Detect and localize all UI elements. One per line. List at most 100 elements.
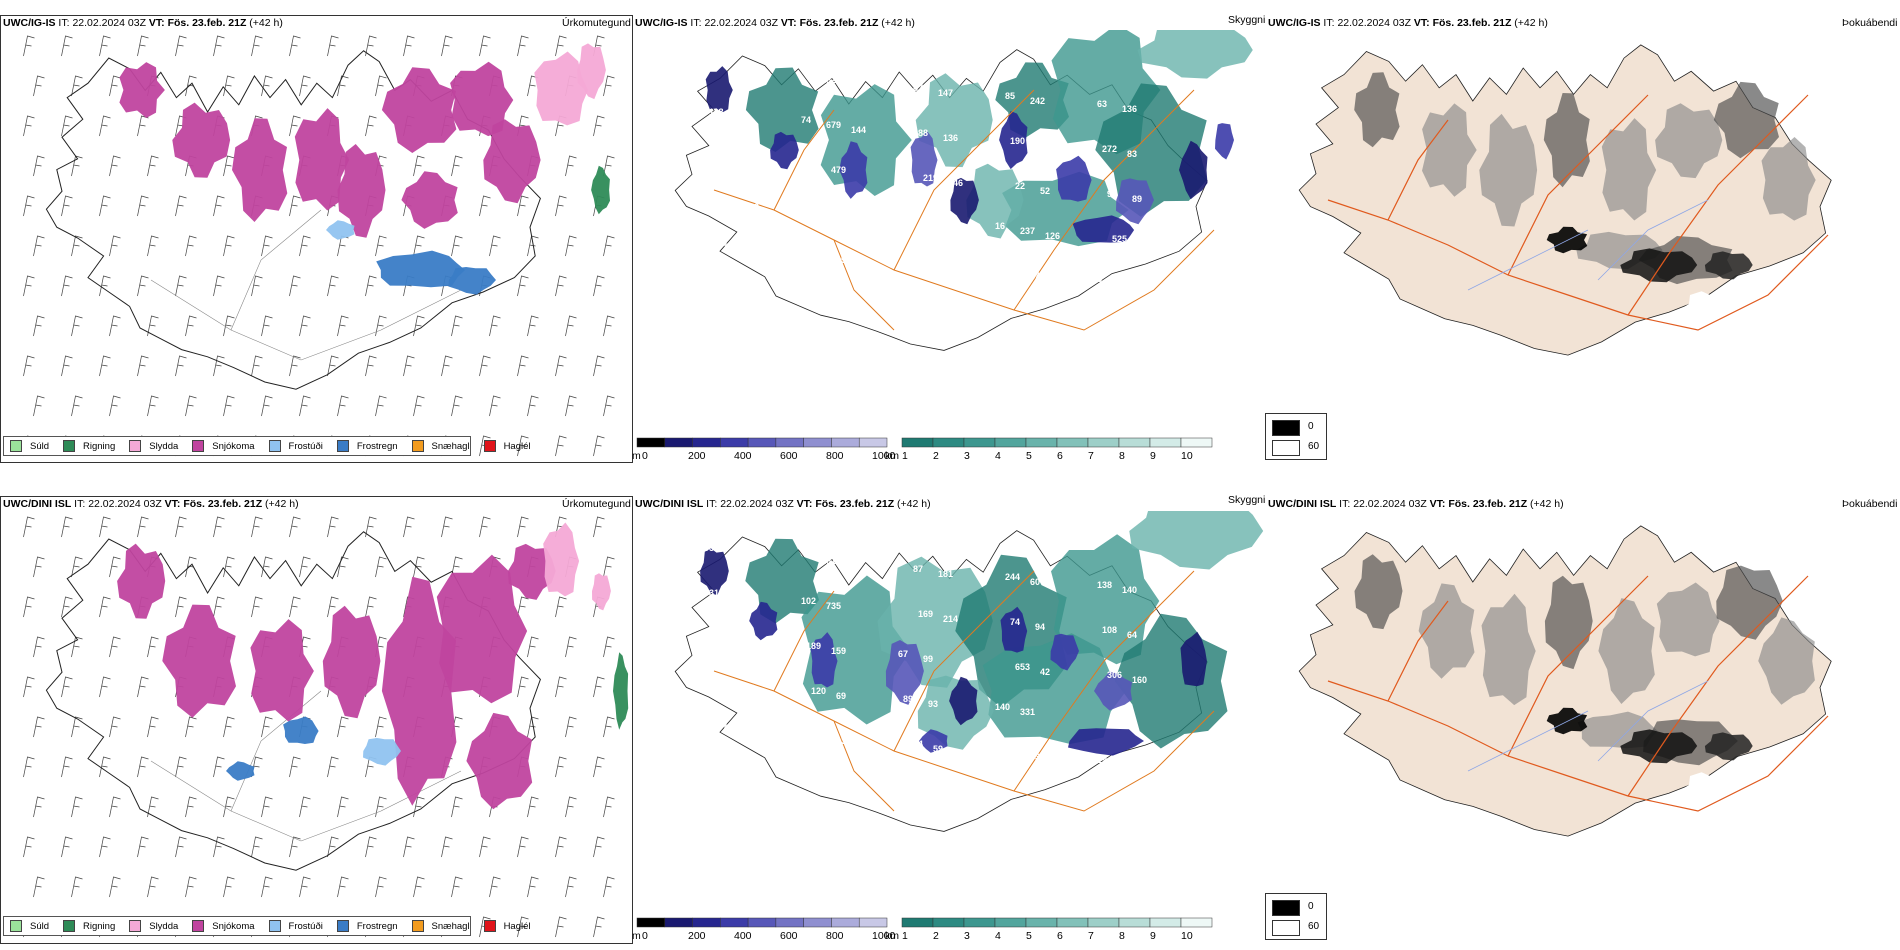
legend-label: Snjókoma — [212, 440, 255, 452]
wind-barb — [137, 355, 149, 377]
cloud-base-area — [1116, 178, 1154, 225]
wind-barb — [565, 796, 577, 818]
road-network — [713, 570, 1215, 812]
wind-barb — [565, 235, 577, 257]
visibility-colorbar-2: m 0 200 400 600 800 1000 km 1 2 3 4 5 6 7 8 9 10 — [632, 917, 1272, 943]
cloud-base-value: 156 — [749, 728, 764, 738]
wind-barb — [593, 676, 605, 698]
wind-barb — [299, 796, 311, 818]
wind-barb — [365, 35, 377, 57]
wind-barb — [327, 275, 339, 297]
cloud-base-area — [919, 729, 948, 753]
wind-barb — [223, 876, 235, 898]
wind-barb — [185, 716, 197, 738]
wind-barb — [479, 195, 491, 217]
wind-barb — [251, 355, 263, 377]
wind-barb — [289, 596, 301, 618]
wind-barb — [603, 75, 615, 97]
legend-swatch — [129, 920, 142, 932]
wind-barb — [517, 355, 529, 377]
wind-barb — [327, 596, 339, 618]
cloud-base-value: 272 — [1102, 144, 1117, 154]
visibility-unit: km — [885, 930, 899, 942]
legend-label: Súld — [30, 440, 50, 452]
wind-barb — [223, 155, 235, 177]
visibility-swatch — [1149, 437, 1182, 448]
cloud-base-tick: 0 — [642, 450, 648, 462]
cloud-base-value: 169 — [918, 609, 933, 619]
cloud-base-area — [950, 177, 979, 225]
cloud-base-value: 104 — [739, 638, 754, 648]
wind-barb — [555, 35, 567, 57]
wind-barb — [99, 836, 111, 858]
cloud-base-value: 117 — [1025, 271, 1040, 281]
model-name: UWC/DINI ISL — [635, 498, 704, 510]
cloud-base-swatch — [858, 917, 888, 928]
legend-swatch — [192, 440, 205, 452]
wind-barb — [251, 35, 263, 57]
wind-barb — [23, 596, 35, 618]
visibility-swatch — [1087, 437, 1120, 448]
cloud-base-value: 43 — [1000, 747, 1010, 757]
cloud-base-swatch — [664, 437, 693, 448]
wind-barb — [603, 155, 615, 177]
model-name: UWC/IG-IS — [635, 17, 688, 29]
cloud-base-tick: 0 — [642, 930, 648, 942]
fog-area — [1716, 565, 1783, 640]
row2-header-visibility: UWC/DINI ISL IT: 22.02.2024 03Z VT: Fös.… — [635, 498, 931, 510]
wind-barb — [451, 796, 463, 818]
wind-barb — [299, 315, 311, 337]
cloud-base-area — [1072, 215, 1135, 243]
wind-barb — [137, 756, 149, 778]
legend-item: Frostregn — [336, 920, 398, 932]
wind-barb — [23, 836, 35, 858]
cloud-base-area — [1000, 606, 1028, 653]
visibility-swatch — [1025, 437, 1058, 448]
cloud-base-tick: 400 — [734, 930, 752, 942]
it-label: IT: — [58, 17, 70, 29]
vt-label: VT: — [1429, 498, 1446, 510]
wind-barb — [61, 355, 73, 377]
legend-swatch — [10, 440, 22, 452]
wind-barb — [71, 796, 83, 818]
colorbar-strip — [636, 437, 1213, 448]
wind-barb — [365, 115, 377, 137]
cloud-base-value: 60 — [1030, 577, 1040, 587]
legend-label: Haglél — [503, 440, 531, 452]
precip-area — [436, 554, 528, 704]
wind-barb — [337, 716, 349, 738]
river — [1467, 680, 1709, 772]
legend-label: Snæhagl — [431, 440, 470, 452]
row2-header-precip: UWC/DINI ISL IT: 22.02.2024 03Z VT: Fös.… — [3, 498, 299, 510]
wind-barb — [517, 916, 529, 938]
cloud-base-value: 74 — [1010, 617, 1020, 627]
cloud-base-value: 101 — [821, 556, 836, 566]
cloud-base-value: 679 — [826, 120, 841, 130]
wind-barb — [261, 395, 273, 417]
cloud-base-swatch — [775, 437, 804, 448]
wind-barb — [251, 275, 263, 297]
vt-label: VT: — [796, 498, 813, 510]
it-value: 22.02.2024 03Z — [704, 17, 778, 29]
wind-barb — [403, 516, 415, 538]
cloud-base-area — [1180, 631, 1207, 687]
fog-area — [1620, 248, 1698, 283]
legend-label: Slydda — [149, 440, 179, 452]
wind-barb — [99, 756, 111, 778]
wind-barb — [23, 35, 35, 57]
visibility-area — [1129, 511, 1264, 570]
wind-barb — [251, 836, 263, 858]
wind-barb — [565, 636, 577, 658]
panel-title-fog: Þokuábendi — [1842, 17, 1898, 29]
visibility-swatch — [901, 917, 934, 928]
river — [1467, 199, 1709, 291]
fog-indicator-map-2 — [1298, 525, 1832, 837]
wind-barb — [251, 516, 263, 538]
vt-label: VT: — [148, 17, 165, 29]
it-value: 22.02.2024 03Z — [72, 17, 146, 29]
wind-barb — [213, 355, 225, 377]
cloud-base-swatch — [831, 917, 860, 928]
wind-barb — [147, 636, 159, 658]
visibility-tick: 1 — [902, 930, 908, 942]
wind-barb — [299, 75, 311, 97]
